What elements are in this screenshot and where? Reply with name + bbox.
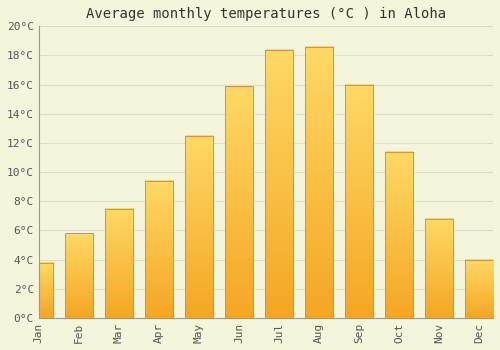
Bar: [225, 86, 253, 318]
Bar: [425, 219, 453, 318]
Bar: [465, 260, 493, 318]
Bar: [385, 152, 413, 318]
Bar: [105, 209, 133, 318]
Bar: [225, 86, 253, 318]
Bar: [345, 85, 373, 318]
Bar: [305, 47, 333, 318]
Bar: [185, 136, 213, 318]
Bar: [345, 85, 373, 318]
Bar: [465, 260, 493, 318]
Bar: [385, 152, 413, 318]
Bar: [265, 50, 293, 318]
Bar: [25, 262, 53, 318]
Bar: [65, 233, 93, 318]
Bar: [65, 233, 93, 318]
Bar: [25, 262, 53, 318]
Bar: [425, 219, 453, 318]
Title: Average monthly temperatures (°C ) in Aloha: Average monthly temperatures (°C ) in Al…: [86, 7, 446, 21]
Bar: [145, 181, 173, 318]
Bar: [265, 50, 293, 318]
Bar: [145, 181, 173, 318]
Bar: [105, 209, 133, 318]
Bar: [305, 47, 333, 318]
Bar: [185, 136, 213, 318]
